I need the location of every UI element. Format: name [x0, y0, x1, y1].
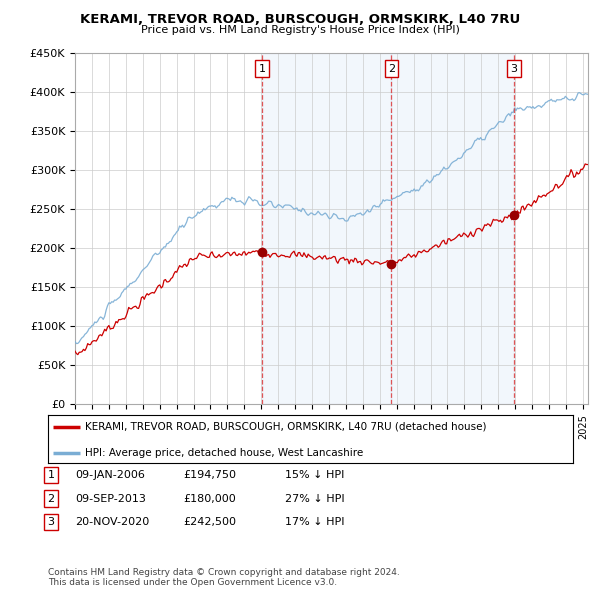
Text: 27% ↓ HPI: 27% ↓ HPI	[285, 494, 344, 503]
Text: £242,500: £242,500	[183, 517, 236, 527]
Text: 20-NOV-2020: 20-NOV-2020	[75, 517, 149, 527]
Text: 09-JAN-2006: 09-JAN-2006	[75, 470, 145, 480]
Text: 1: 1	[259, 64, 265, 74]
Text: £180,000: £180,000	[183, 494, 236, 503]
Text: 2: 2	[388, 64, 395, 74]
Text: Contains HM Land Registry data © Crown copyright and database right 2024.
This d: Contains HM Land Registry data © Crown c…	[48, 568, 400, 587]
Text: 17% ↓ HPI: 17% ↓ HPI	[285, 517, 344, 527]
Bar	[262, 53, 391, 404]
Text: 3: 3	[47, 517, 55, 527]
Text: KERAMI, TREVOR ROAD, BURSCOUGH, ORMSKIRK, L40 7RU: KERAMI, TREVOR ROAD, BURSCOUGH, ORMSKIRK…	[80, 13, 520, 26]
Text: £194,750: £194,750	[183, 470, 236, 480]
Text: KERAMI, TREVOR ROAD, BURSCOUGH, ORMSKIRK, L40 7RU (detached house): KERAMI, TREVOR ROAD, BURSCOUGH, ORMSKIRK…	[85, 422, 486, 432]
Bar	[391, 53, 514, 404]
Text: 15% ↓ HPI: 15% ↓ HPI	[285, 470, 344, 480]
Text: 1: 1	[47, 470, 55, 480]
Text: 2: 2	[47, 494, 55, 503]
Text: Price paid vs. HM Land Registry's House Price Index (HPI): Price paid vs. HM Land Registry's House …	[140, 25, 460, 35]
Text: HPI: Average price, detached house, West Lancashire: HPI: Average price, detached house, West…	[85, 447, 363, 457]
Text: 09-SEP-2013: 09-SEP-2013	[75, 494, 146, 503]
Text: 3: 3	[511, 64, 517, 74]
